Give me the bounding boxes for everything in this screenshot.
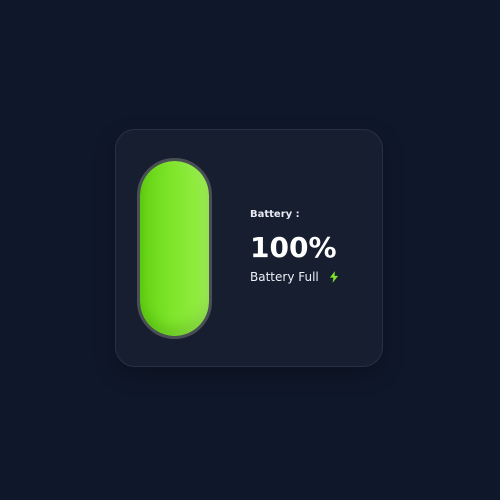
battery-fill-level bbox=[140, 161, 209, 336]
battery-indicator bbox=[137, 158, 212, 339]
battery-info: Battery : 100% Battery Full bbox=[250, 209, 341, 284]
battery-label: Battery : bbox=[250, 209, 300, 220]
battery-status-row: Battery Full bbox=[250, 270, 341, 284]
lightning-bolt-icon bbox=[327, 270, 341, 284]
battery-status-text: Battery Full bbox=[250, 270, 319, 284]
battery-card: Battery : 100% Battery Full bbox=[115, 129, 383, 367]
battery-percentage: 100% bbox=[250, 231, 337, 264]
